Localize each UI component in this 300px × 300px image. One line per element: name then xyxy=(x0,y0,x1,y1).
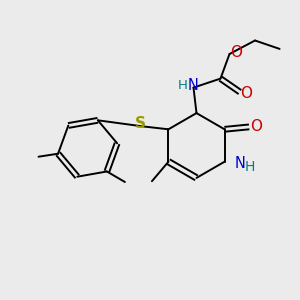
Text: O: O xyxy=(241,86,253,101)
Text: S: S xyxy=(135,116,146,131)
Text: H: H xyxy=(178,79,188,92)
Text: H: H xyxy=(244,160,255,174)
Text: O: O xyxy=(250,119,262,134)
Text: N: N xyxy=(188,78,199,93)
Text: O: O xyxy=(230,45,242,60)
Text: N: N xyxy=(235,156,246,171)
